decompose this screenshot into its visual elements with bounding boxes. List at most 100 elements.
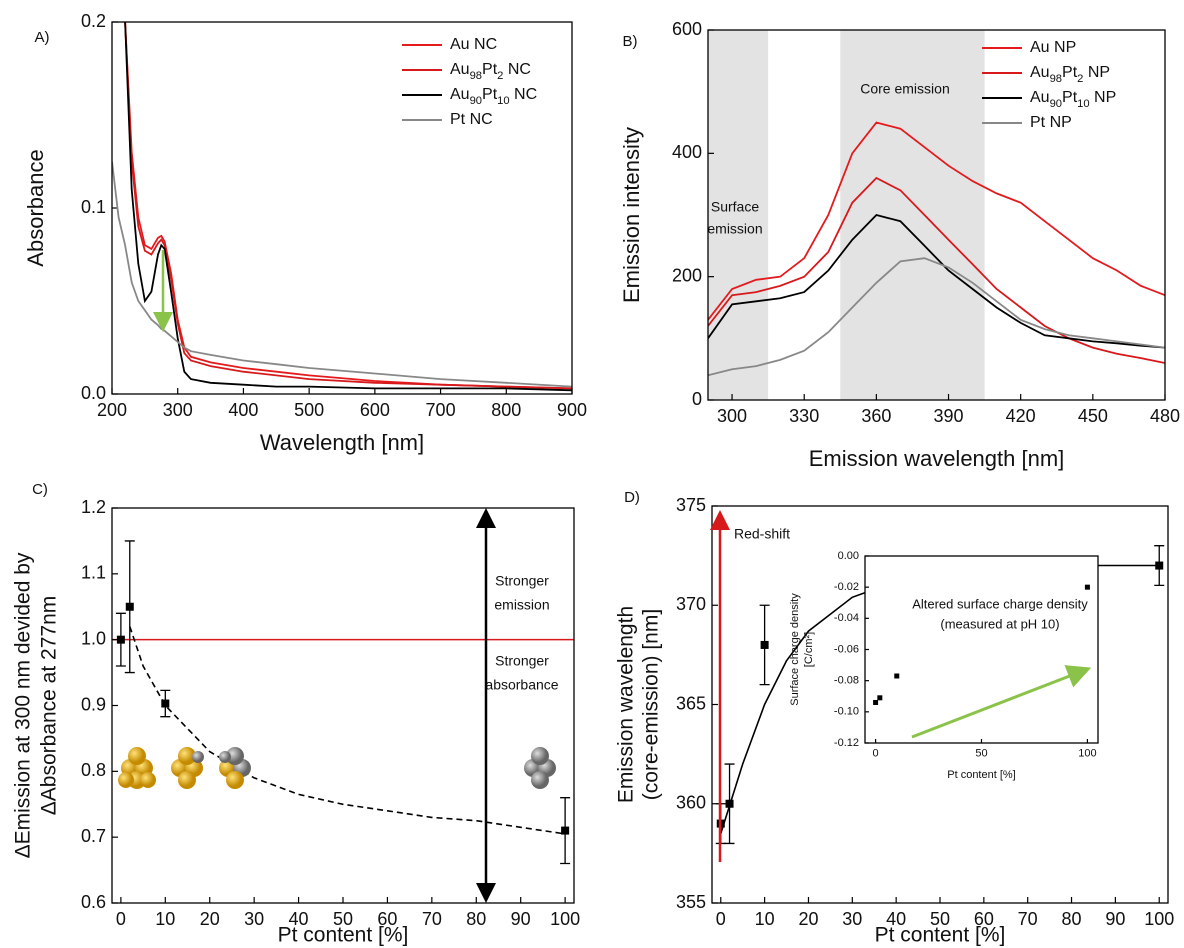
x-tick-label: 0 bbox=[716, 909, 726, 929]
legend-label: Pt NP bbox=[1030, 114, 1072, 131]
legend-label: Au98Pt2 NC bbox=[450, 61, 531, 82]
y-tick-label: 0.0 bbox=[81, 383, 106, 403]
arrow bbox=[911, 665, 1092, 739]
fit-line bbox=[129, 626, 566, 835]
data-point bbox=[116, 635, 125, 644]
x-tick-label: 90 bbox=[511, 909, 531, 929]
x-tick-label: 40 bbox=[886, 909, 906, 929]
x-tick-label: 70 bbox=[422, 909, 442, 929]
panel-label: A) bbox=[35, 29, 50, 46]
x-tick-label: 400 bbox=[228, 400, 258, 420]
legend-label: Au90Pt10 NP bbox=[1030, 89, 1116, 110]
y-tick-label: 0.6 bbox=[81, 892, 106, 912]
x-tick-label: 300 bbox=[717, 406, 747, 426]
plot-frame bbox=[111, 507, 575, 904]
x-tick-label: 480 bbox=[1150, 406, 1180, 426]
chart-panel: 200 300 400 500 600 700 800 900 0.0 0.1 0.2 Au NC Au… bbox=[23, 11, 587, 455]
annotation: absorbance bbox=[485, 677, 558, 693]
band-label: Surface bbox=[711, 199, 759, 215]
plot-frame bbox=[707, 29, 1166, 401]
series-line bbox=[112, 161, 572, 388]
x-tick-label: 50 bbox=[975, 747, 987, 759]
legend-label: Au98Pt2 NP bbox=[1030, 64, 1110, 85]
legend-label: Au NC bbox=[450, 36, 497, 53]
band-label: Core emission bbox=[860, 81, 949, 97]
chart-panel: 0 10 20 30 40 50 60 70 80 90 100 0.6 0.7 0.8 0.9 1.0 1.1… bbox=[12, 481, 581, 947]
annotation: emission bbox=[494, 597, 549, 613]
annotation: (measured at pH 10) bbox=[940, 616, 1059, 631]
x-tick-label: 50 bbox=[930, 909, 950, 929]
x-tick-label: 600 bbox=[360, 400, 390, 420]
y-tick-label: -0.04 bbox=[834, 612, 859, 624]
y-tick-label: -0.06 bbox=[834, 643, 859, 655]
x-tick-label: 100 bbox=[1078, 747, 1096, 759]
x-tick-label: 80 bbox=[466, 909, 486, 929]
y-tick-label: 1.0 bbox=[81, 628, 106, 648]
y-tick-label: 0.00 bbox=[838, 550, 859, 562]
data-point bbox=[1084, 584, 1090, 590]
band bbox=[708, 30, 769, 400]
y-tick-label: 0.9 bbox=[81, 694, 106, 714]
band bbox=[840, 30, 985, 400]
x-tick-label: 200 bbox=[97, 400, 127, 420]
y-axis-title: ΔEmission at 300 nm devided by bbox=[12, 552, 35, 858]
x-tick-label: 300 bbox=[163, 400, 193, 420]
y-axis-title: Emission wavelength bbox=[615, 606, 638, 803]
x-tick-label: 390 bbox=[934, 406, 964, 426]
x-tick-label: 700 bbox=[426, 400, 456, 420]
y-tick-label: 1.2 bbox=[81, 497, 106, 517]
plot-frame bbox=[864, 555, 1099, 744]
x-tick-label: 60 bbox=[377, 909, 397, 929]
series-line bbox=[124, 22, 572, 390]
x-tick-label: 800 bbox=[491, 400, 521, 420]
y-tick-label: 200 bbox=[672, 265, 702, 285]
x-tick-label: 10 bbox=[755, 909, 775, 929]
y-tick-label: 0.8 bbox=[81, 760, 106, 780]
legend-label: Pt NC bbox=[450, 111, 493, 128]
x-tick-label: 50 bbox=[333, 909, 353, 929]
y-tick-label: 355 bbox=[676, 892, 706, 912]
x-axis-title: Emission wavelength [nm] bbox=[809, 446, 1065, 471]
cluster-icon bbox=[171, 747, 204, 789]
plot-background bbox=[112, 22, 572, 394]
y-tick-label: 0 bbox=[692, 389, 702, 409]
cluster-icon bbox=[524, 747, 556, 789]
x-tick-label: 900 bbox=[557, 400, 587, 420]
y-axis-title: Emission intensity bbox=[619, 127, 644, 303]
x-tick-label: 0 bbox=[116, 909, 126, 929]
x-axis-title: Pt content [%] bbox=[278, 924, 409, 947]
x-tick-label: 20 bbox=[200, 909, 220, 929]
y-tick-label: -0.10 bbox=[834, 706, 859, 718]
y-axis-title: [C/cm²] bbox=[803, 632, 815, 667]
chart-panel: Surface emission Core emission 300 330 360 390… bbox=[619, 19, 1180, 471]
x-tick-label: 100 bbox=[550, 909, 580, 929]
annotation: Stronger bbox=[495, 573, 549, 589]
data-point bbox=[161, 699, 170, 708]
y-tick-label: 1.1 bbox=[81, 563, 106, 583]
x-tick-label: 70 bbox=[1018, 909, 1038, 929]
y-tick-label: -0.02 bbox=[834, 581, 859, 593]
decorations bbox=[118, 250, 1092, 903]
panel-label: B) bbox=[623, 33, 638, 50]
y-axis-title: Surface charge density bbox=[789, 593, 801, 706]
plot-frame bbox=[111, 21, 573, 395]
plot-background bbox=[112, 508, 574, 903]
y-tick-label: 370 bbox=[676, 594, 706, 614]
x-axis-title: Pt content [%] bbox=[875, 924, 1006, 947]
data-point bbox=[894, 673, 900, 679]
x-axis-title: Wavelength [nm] bbox=[260, 430, 424, 455]
series-line bbox=[124, 22, 572, 392]
x-tick-label: 90 bbox=[1105, 909, 1125, 929]
y-tick-label: -0.08 bbox=[834, 675, 859, 687]
y-tick-label: 360 bbox=[676, 793, 706, 813]
annotation: Stronger bbox=[495, 653, 549, 669]
x-tick-label: 10 bbox=[155, 909, 175, 929]
x-tick-label: 500 bbox=[294, 400, 324, 420]
data-point bbox=[725, 799, 734, 808]
y-tick-label: -0.12 bbox=[834, 737, 859, 749]
x-tick-label: 100 bbox=[1144, 909, 1174, 929]
series-line bbox=[124, 22, 572, 390]
y-axis-title: (core-emission) [nm] bbox=[640, 609, 663, 800]
legend-label: Au90Pt10 NC bbox=[450, 86, 537, 107]
